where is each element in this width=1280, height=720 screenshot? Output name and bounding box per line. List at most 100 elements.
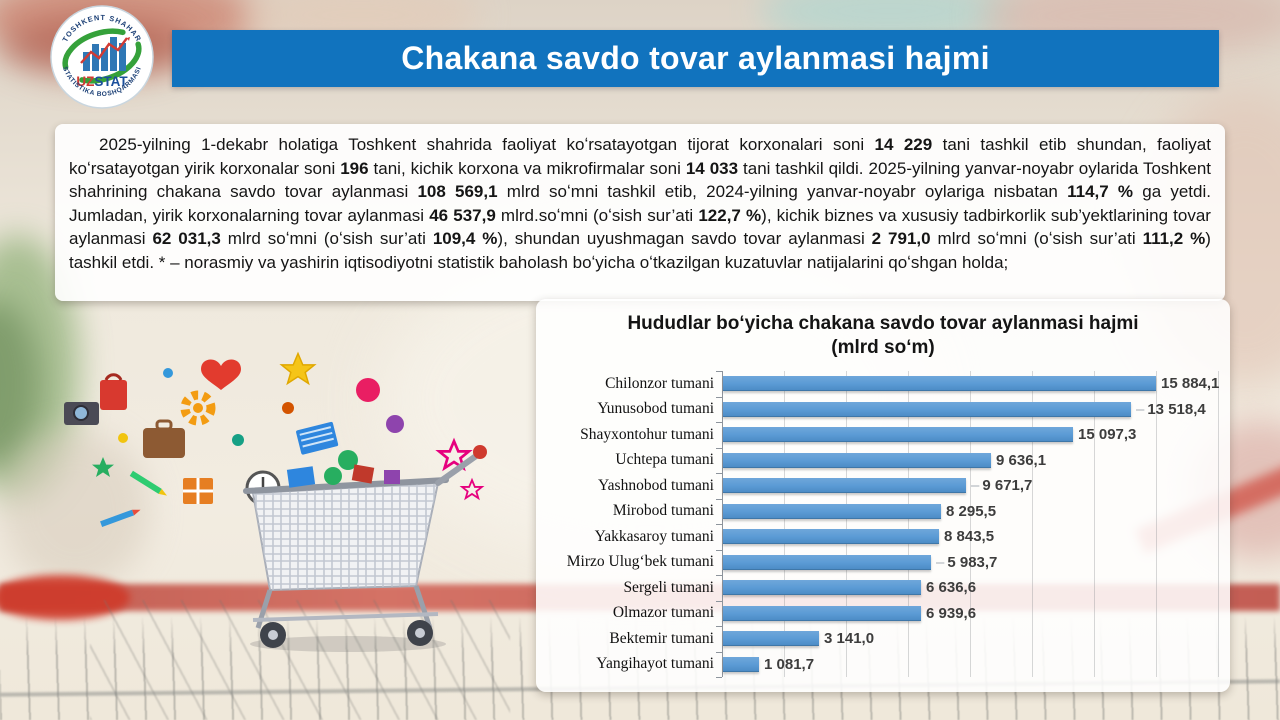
chart-title-line2: (mlrd soʻm) xyxy=(831,337,935,358)
summary-number: 196 xyxy=(340,158,369,178)
bar xyxy=(723,580,921,596)
plot-cell: –5 983,7 xyxy=(716,549,1222,576)
summary-number: 2 791,0 xyxy=(871,229,931,248)
summary-number: 14 033 xyxy=(685,158,739,178)
bar-value-label: 9 636,1 xyxy=(996,451,1047,469)
plot-cell: 8 843,5 xyxy=(716,524,1222,550)
leader-dash: – xyxy=(971,477,980,495)
bar xyxy=(723,656,759,672)
summary-number: 122,7 % xyxy=(698,205,762,225)
summary-paragraph: 2025-yilning 1-dekabr holatiga Toshkent … xyxy=(55,124,1225,301)
category-label: Shayxontohur tumani xyxy=(580,425,714,443)
plot-cell: 15 884,1 xyxy=(716,371,1222,397)
bar-value-label: –5 983,7 xyxy=(936,553,998,571)
chart-title-line1: Hududlar boʻyicha chakana savdo tovar ay… xyxy=(627,313,1139,334)
plot-cell: 6 939,6 xyxy=(716,600,1222,627)
bar-chart: Chilonzor tumani 15 884,1 Yunusobod tumani… xyxy=(546,371,1222,678)
leader-dash: – xyxy=(936,553,945,571)
logo-trend-line xyxy=(80,37,128,64)
bar xyxy=(723,503,941,519)
summary-text: 2025-yilning 1-dekabr holatiga Toshkent … xyxy=(99,135,875,154)
bar-value-label: –9 671,7 xyxy=(971,477,1033,495)
header-bar: Chakana savdo tovar aylanmasi hajmi xyxy=(172,30,1219,87)
summary-number: 109,4 % xyxy=(432,229,498,248)
summary-text: ga yetdi. Jumladan, yirik korxonalarning… xyxy=(69,182,1211,225)
uzstat-logo: UZSTAT TOSHKENT SHAHAR STATISTIKA BOSHQA… xyxy=(50,5,154,109)
summary-text: tani, kichik korxona va mikrofirmalar so… xyxy=(368,158,686,178)
chart-row: Sergeli tumani 6 636,6 xyxy=(546,575,1222,601)
summary-number: 46 537,9 xyxy=(429,205,496,225)
category-label: Mirobod tumani xyxy=(612,502,714,520)
bar xyxy=(723,478,966,494)
summary-text: ), shundan uyushmagan savdo tovar aylanm… xyxy=(497,229,872,248)
plot-cell: –9 671,7 xyxy=(716,473,1222,499)
bar-value-label: 8 295,5 xyxy=(946,502,997,520)
summary-number: 108 569,1 xyxy=(417,182,498,201)
chart-title: Hududlar boʻyicha chakana savdo tovar ay… xyxy=(536,312,1230,360)
page-title: Chakana savdo tovar aylanmasi hajmi xyxy=(401,40,990,76)
leader-dash: – xyxy=(1136,400,1145,418)
chart-row: Mirobod tumani 8 295,5 xyxy=(546,498,1222,525)
category-label: Sergeli tumani xyxy=(623,578,714,596)
bar xyxy=(723,401,1131,417)
chart-row: Olmazor tumani 6 939,6 xyxy=(546,600,1222,627)
plot-cell: 1 081,7 xyxy=(716,651,1222,678)
bar xyxy=(723,529,939,545)
summary-text: mlrd.soʻmni (oʻsish sur’ati xyxy=(495,205,699,225)
summary-number: 14 229 xyxy=(874,135,933,154)
category-label: Yangihayot tumani xyxy=(596,655,714,673)
summary-text: tani tashkil etib shundan, faoliyat koʻr… xyxy=(69,135,1211,178)
bar-value-label: 6 636,6 xyxy=(926,579,977,597)
bar xyxy=(723,554,931,570)
category-label: Mirzo Ulugʻbek tumani xyxy=(566,553,714,571)
bar-value-label: 6 939,6 xyxy=(926,604,977,622)
logo-bars xyxy=(83,37,126,71)
plot-cell: 6 636,6 xyxy=(716,575,1222,601)
chart-row: Mirzo Ulugʻbek tumani –5 983,7 xyxy=(546,549,1222,576)
plot-cell: –13 518,4 xyxy=(716,396,1222,423)
chart-row: Yashnobod tumani –9 671,7 xyxy=(546,473,1222,499)
bar xyxy=(723,605,921,621)
plot-cell: 3 141,0 xyxy=(716,626,1222,652)
bar-value-label: 8 843,5 xyxy=(944,528,995,546)
bar-value-label: –13 518,4 xyxy=(1136,400,1206,418)
chart-row: Yangihayot tumani 1 081,7 xyxy=(546,651,1222,678)
category-label: Yunusobod tumani xyxy=(597,400,714,418)
bg-blob xyxy=(0,575,130,620)
category-label: Yakkasaroy tumani xyxy=(594,527,714,545)
plot-cell: 8 295,5 xyxy=(716,498,1222,525)
category-label: Chilonzor tumani xyxy=(605,374,714,392)
summary-text: mlrd soʻmni (oʻsish sur’ati xyxy=(930,229,1143,248)
summary-number: 111,2 % xyxy=(1142,229,1206,248)
logo-wordmark: UZSTAT xyxy=(76,74,128,89)
summary-number: 62 031,3 xyxy=(152,229,221,248)
bar-value-label: 3 141,0 xyxy=(824,630,875,648)
summary-text: mlrd soʻmni (oʻsish sur’ati xyxy=(220,229,433,248)
chart-row: Yunusobod tumani –13 518,4 xyxy=(546,396,1222,423)
category-label: Yashnobod tumani xyxy=(598,476,714,494)
plot-cell: 9 636,1 xyxy=(716,447,1222,474)
logo-swoosh xyxy=(62,28,142,84)
summary-text: tani tashkil qildi. 2025-yilning yanvar-… xyxy=(69,158,1212,202)
summary-text: mlrd soʻmni tashkil etib, 2024-yilning y… xyxy=(497,182,1068,201)
chart-row: Bektemir tumani 3 141,0 xyxy=(546,626,1222,652)
chart-panel: Hududlar boʻyicha chakana savdo tovar ay… xyxy=(536,299,1230,692)
category-label: Bektemir tumani xyxy=(609,629,714,647)
cart-graphic xyxy=(243,445,487,652)
bar-value-label: 15 884,1 xyxy=(1161,375,1220,393)
bar-value-label: 1 081,7 xyxy=(764,655,815,673)
plot-cell: 15 097,3 xyxy=(716,422,1222,448)
category-label: Olmazor tumani xyxy=(612,604,714,622)
logo-trend-arrow xyxy=(127,37,130,41)
chart-row: Uchtepa tumani 9 636,1 xyxy=(546,447,1222,474)
shopping-illustration xyxy=(64,351,487,652)
bar xyxy=(723,452,991,468)
summary-text: ), kichik biznes va xususiy tadbirkorlik… xyxy=(69,205,1211,249)
chart-row: Chilonzor tumani 15 884,1 xyxy=(546,371,1222,397)
bar xyxy=(723,631,819,647)
summary-text: ) tashkil etdi. * – norasmiy va yashirin… xyxy=(69,229,1211,272)
chart-row: Shayxontohur tumani 15 097,3 xyxy=(546,422,1222,448)
chart-row: Yakkasaroy tumani 8 843,5 xyxy=(546,524,1222,550)
bg-blob xyxy=(0,430,150,590)
